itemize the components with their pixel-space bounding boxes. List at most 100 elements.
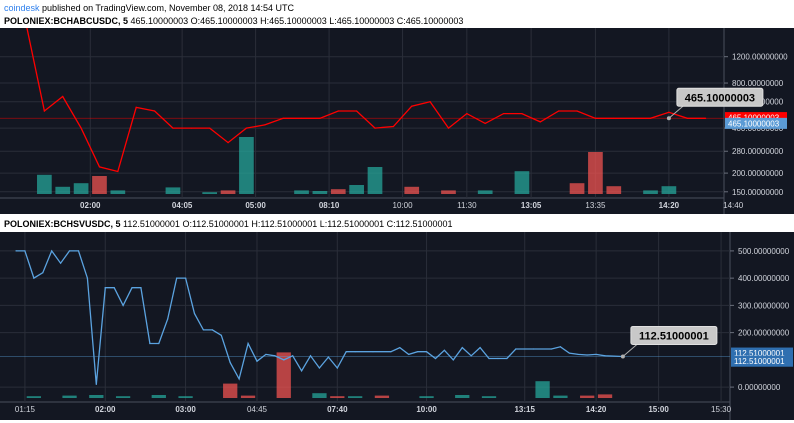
price-point [390, 351, 392, 353]
volume-bar [606, 186, 622, 194]
price-point [533, 348, 535, 350]
volume-bar [312, 393, 327, 398]
volume-bar [276, 352, 291, 398]
chart1-svg[interactable]: 1200.00000000800.00000000600.00000000400… [0, 28, 794, 214]
price-point [506, 357, 508, 360]
volume-bar [165, 187, 181, 194]
price-point [318, 367, 321, 369]
volume-bar [349, 185, 364, 194]
chart2-svg[interactable]: 500.00000000 400.00000000 300.00000000 200.… [0, 232, 794, 420]
x-tick-label: 10:00 [393, 201, 414, 210]
price-point [488, 357, 490, 360]
price-point [42, 272, 44, 274]
x-tick-label: 01:15 [15, 405, 36, 414]
price-point [193, 312, 196, 315]
price-point [470, 355, 472, 357]
price-point [399, 347, 401, 349]
price-point [345, 351, 347, 353]
price-point [356, 110, 358, 112]
volume-bar [220, 190, 236, 194]
volume-bar [330, 189, 346, 194]
y-tick-label: 280.00000000 [732, 147, 784, 156]
price-point [33, 277, 35, 279]
price-line [26, 28, 706, 173]
chart2-ohlc: 112.51000001 O:112.51000001 H:112.510000… [123, 219, 453, 229]
price-point [613, 117, 615, 119]
price-point [586, 354, 588, 356]
price-point [131, 287, 133, 289]
price-point [51, 250, 53, 252]
x-tick-label: 15:30 [711, 405, 732, 414]
x-tick-label: 15:00 [648, 405, 669, 414]
y-tick-label: 150.00000000 [732, 188, 784, 197]
price-point [247, 342, 249, 345]
callout-pointer [622, 344, 638, 357]
price-point [158, 342, 160, 345]
volume-bar [62, 395, 77, 398]
published-line: published on TradingView.com, November 0… [42, 3, 295, 13]
price-point [558, 110, 560, 112]
price-point [15, 250, 17, 252]
site-link[interactable]: coindesk [4, 3, 40, 13]
price-point [411, 105, 413, 107]
price-point [408, 353, 410, 356]
volume-bar [37, 174, 52, 194]
volume-bar [223, 383, 238, 398]
price-point [631, 117, 633, 119]
volume-bar [404, 186, 420, 194]
chart2-symbol[interactable]: POLONIEX:BCHSVUSDC, 5 [4, 219, 121, 229]
y-tick-label: 300.00000000 [738, 301, 790, 310]
price-point [282, 117, 284, 119]
price-point [497, 357, 499, 360]
volume-bar [643, 190, 658, 194]
volume-bar [110, 190, 126, 194]
price-point [211, 329, 213, 331]
price-point [374, 127, 376, 129]
price-point [319, 117, 321, 119]
volume-bar [661, 186, 677, 194]
x-tick-label: 04:45 [247, 405, 268, 414]
volume-bar [441, 190, 456, 194]
price-tag [731, 355, 793, 367]
x-tick-label: 14:40 [723, 201, 744, 210]
price-point [153, 110, 156, 112]
volume-bar [569, 183, 585, 194]
price-point [354, 351, 356, 353]
y-tick-label: 0.00000000 [738, 383, 781, 392]
price-point [149, 342, 151, 345]
price-point [336, 367, 338, 369]
price-point [649, 117, 652, 119]
volume-bar [239, 137, 254, 194]
price-point [539, 121, 541, 123]
x-tick-label: 13:35 [585, 201, 606, 210]
price-point [479, 347, 481, 349]
price-point [113, 287, 115, 289]
callout-dot [620, 354, 625, 359]
x-tick-label: 08:10 [319, 201, 340, 210]
price-point [447, 127, 450, 129]
volume-bar [89, 395, 104, 398]
price-point [135, 106, 137, 108]
y-tick-label: 400.00000000 [738, 274, 790, 283]
chart1-ohlc: 465.10000003 O:465.10000003 H:465.100000… [130, 16, 464, 26]
chart1-symbol[interactable]: POLONIEX:BCHABCUSDC, 5 [4, 16, 129, 26]
volume-bar [151, 395, 166, 398]
price-point [568, 352, 570, 354]
price-point [502, 112, 505, 115]
price-tag [725, 117, 787, 129]
price-point [417, 351, 419, 353]
chart1-legend: POLONIEX:BCHABCUSDC, 5 465.10000003 O:46… [4, 16, 463, 26]
price-line [16, 249, 623, 385]
x-tick-label: 02:00 [95, 405, 116, 414]
price-point [209, 127, 211, 129]
price-point [256, 360, 258, 362]
price-point [95, 383, 97, 385]
volume-bar [419, 396, 434, 398]
callout-label: 112.51000001 [639, 330, 709, 342]
price-point [594, 117, 597, 119]
price-point [372, 351, 374, 353]
chart2-panel[interactable]: 500.00000000 400.00000000 300.00000000 200.… [0, 232, 794, 420]
price-point [265, 353, 267, 356]
chart1-panel[interactable]: 1200.00000000800.00000000600.00000000400… [0, 28, 794, 214]
price-point [227, 141, 229, 144]
